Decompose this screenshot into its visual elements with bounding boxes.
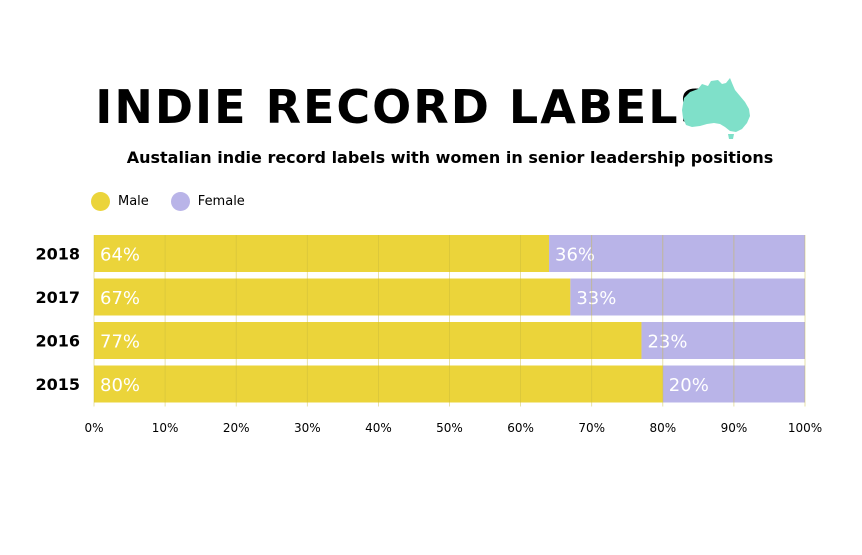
data-label-female-2016: 23% (647, 332, 687, 353)
x-tick-label-5: 50% (436, 421, 463, 435)
y-tick-label-2015: 2015 (35, 375, 80, 394)
data-label-male-2018: 64% (100, 245, 140, 266)
bar-female-2017 (570, 278, 805, 316)
x-tick-label-1: 10% (152, 421, 179, 435)
legend-item-male: Male (91, 191, 149, 211)
data-label-female-2015: 20% (669, 375, 709, 396)
data-label-male-2016: 77% (100, 332, 140, 353)
y-tick-label-2018: 2018 (35, 245, 80, 264)
data-label-female-2017: 33% (576, 288, 616, 309)
y-tick-label-2017: 2017 (35, 288, 80, 307)
legend-item-female: Female (170, 191, 245, 211)
legend-swatch-female (170, 191, 190, 211)
x-tick-label-0: 0% (84, 421, 103, 435)
data-label-male-2015: 80% (100, 375, 140, 396)
x-tick-label-4: 40% (365, 421, 392, 435)
bar-male-2018 (94, 235, 550, 272)
chart-subtitle: Austalian indie record labels with women… (126, 148, 774, 167)
australia-map-icon (682, 78, 750, 139)
x-tick-label-3: 30% (294, 421, 321, 435)
bar-male-2016 (94, 322, 642, 359)
x-tick-label-9: 90% (721, 421, 748, 435)
x-tick-label-7: 70% (578, 421, 605, 435)
x-tick-label-8: 80% (649, 421, 676, 435)
legend-swatch-male (91, 191, 110, 211)
x-tick-label-6: 60% (507, 421, 534, 435)
legend-label-female: Female (197, 193, 245, 209)
x-tick-label-10: 100% (788, 421, 822, 435)
legend: Male Female (91, 190, 267, 212)
data-label-male-2017: 67% (100, 288, 140, 309)
bar-male-2017 (94, 278, 571, 316)
bar-female-2016 (641, 322, 805, 359)
x-tick-label-2: 20% (223, 421, 250, 435)
legend-label-male: Male (118, 193, 149, 209)
y-tick-label-2016: 2016 (35, 332, 80, 351)
data-label-female-2018: 36% (555, 245, 595, 266)
chart-title: INDIE RECORD LABELS (95, 80, 715, 134)
